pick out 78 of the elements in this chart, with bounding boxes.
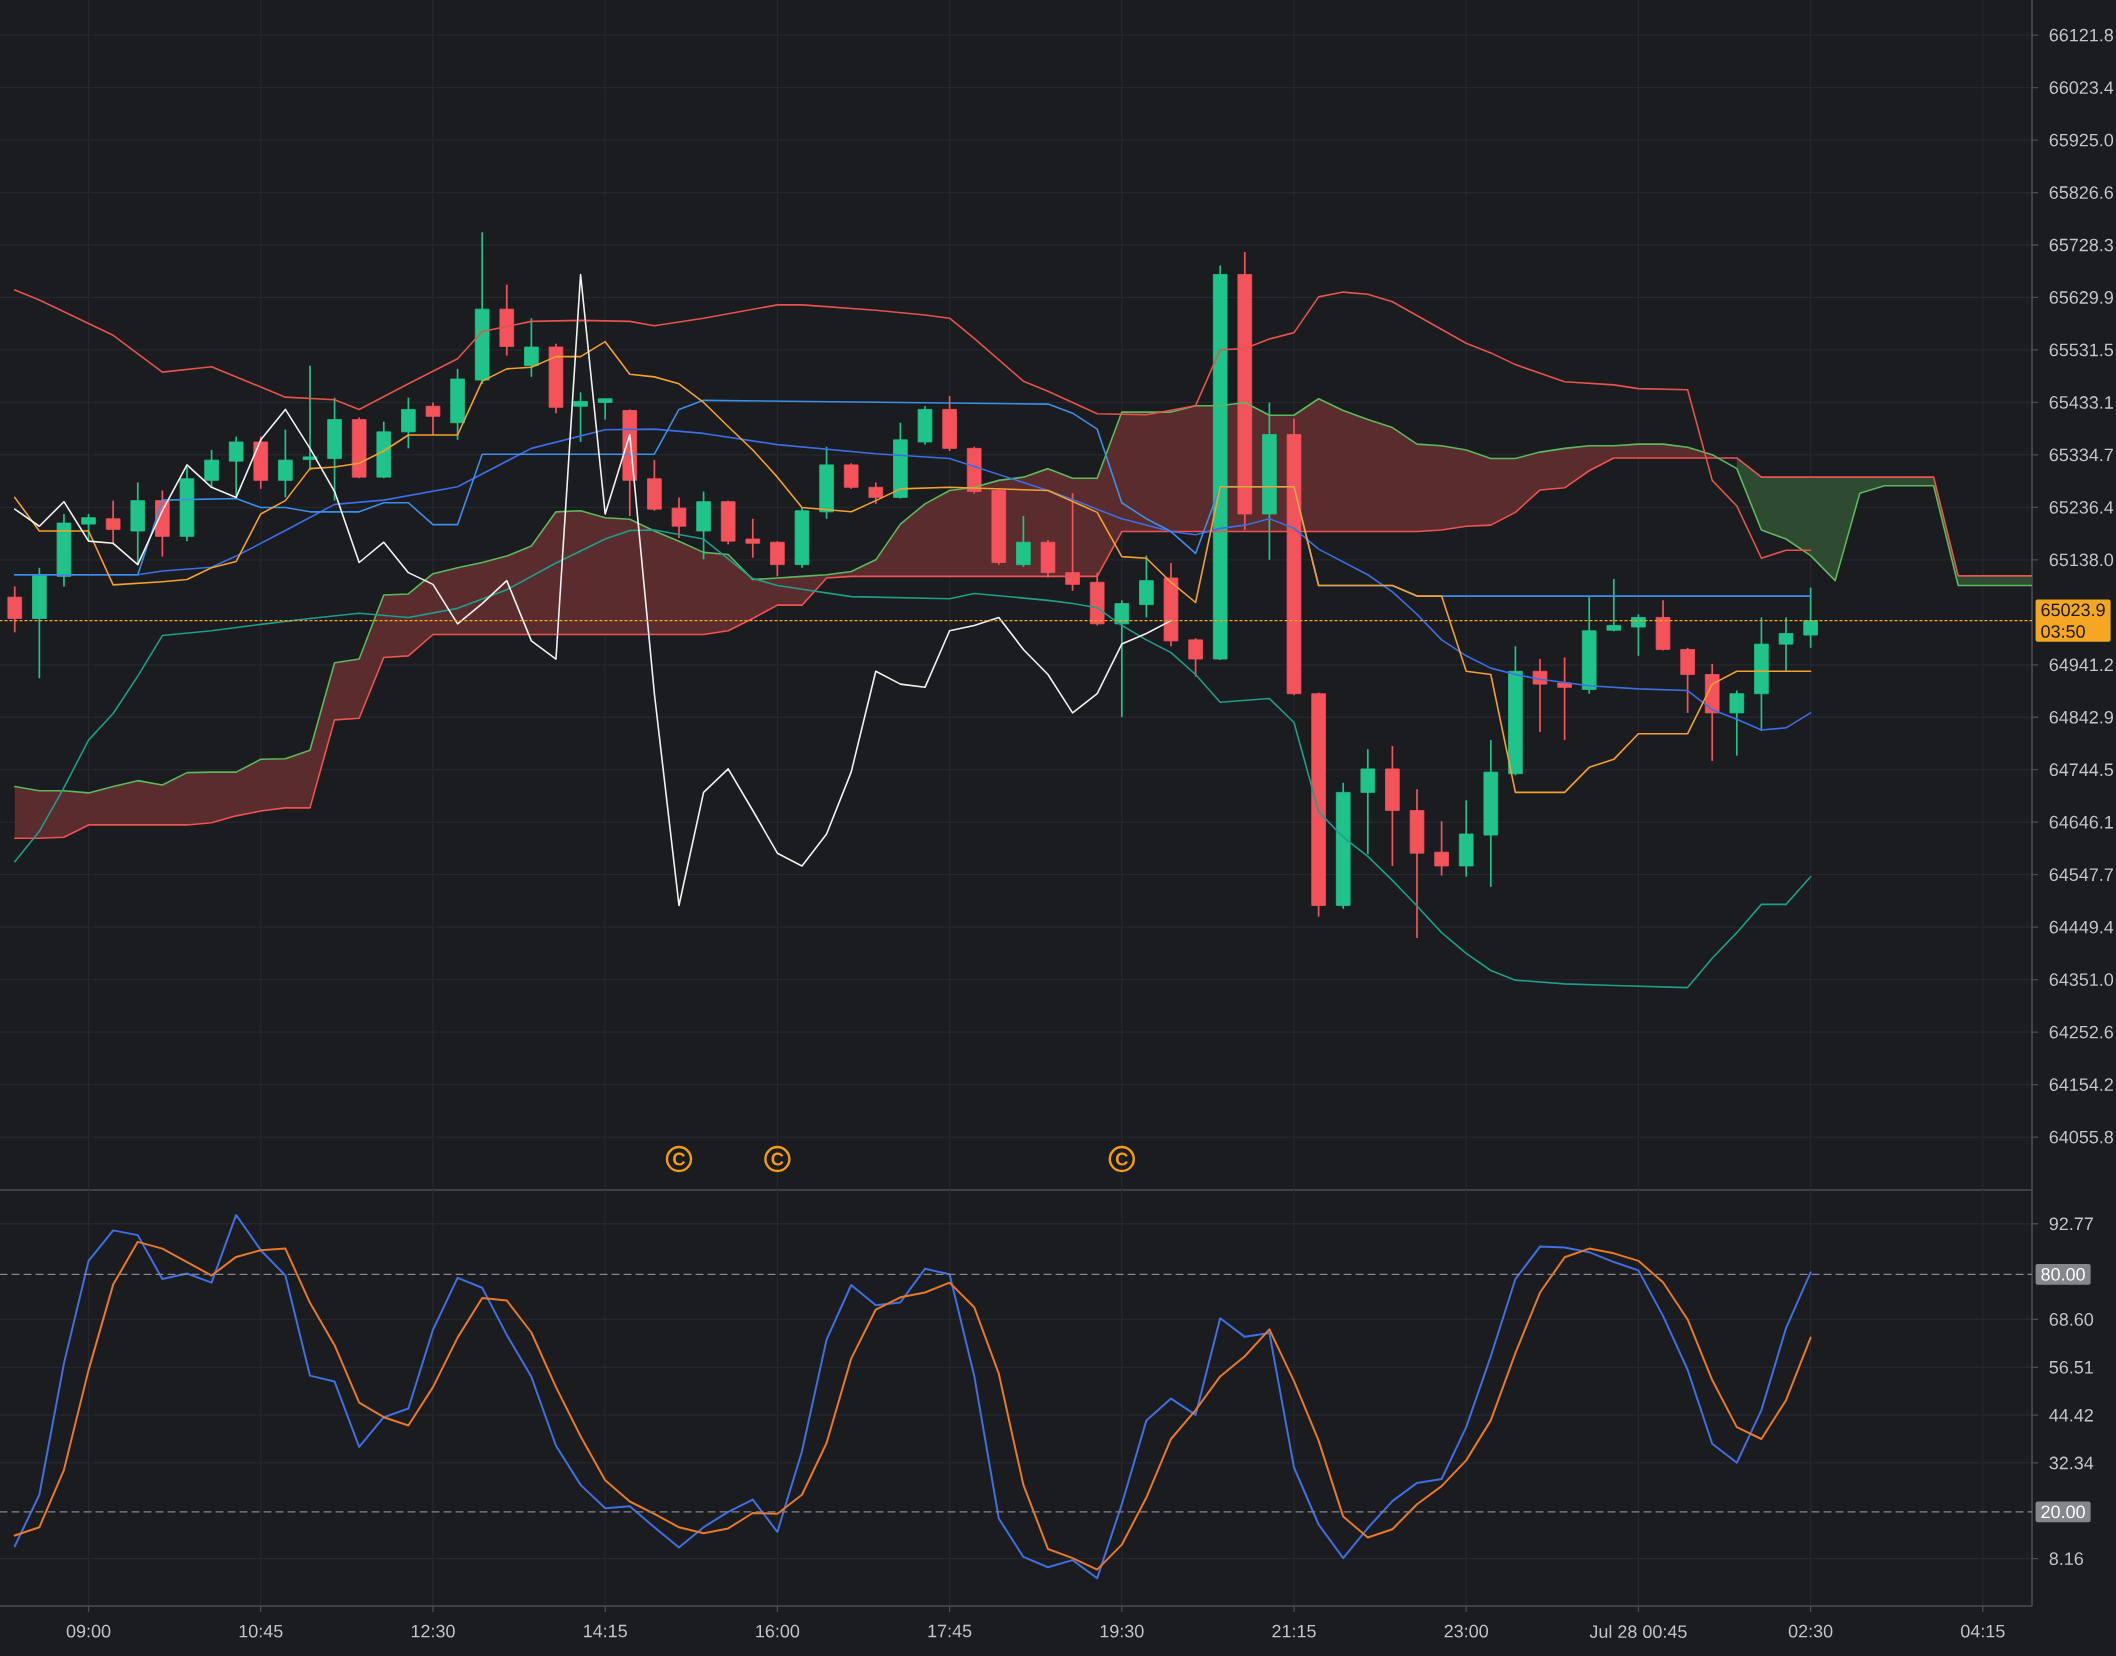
candlestick <box>1532 658 1548 733</box>
y-tick-label: 64351.0 <box>2049 973 2114 986</box>
candlestick <box>7 585 23 634</box>
x-tick-label: 21:15 <box>1272 1624 1316 1638</box>
candlestick <box>401 396 416 450</box>
candlestick <box>868 481 884 505</box>
candlestick <box>1606 578 1622 633</box>
candlestick <box>573 391 588 443</box>
y-tick-label: 8.16 <box>2049 1552 2084 1566</box>
candlestick <box>524 317 539 378</box>
y-tick-label: 65629.9 <box>2049 291 2113 304</box>
x-tick-label: 09:00 <box>66 1624 111 1638</box>
candlestick <box>1114 599 1130 719</box>
candlestick <box>1778 616 1794 673</box>
y-tick-label: 64744.5 <box>2049 763 2114 777</box>
candlestick <box>204 449 219 489</box>
line-series <box>13 273 1172 907</box>
candlestick <box>302 364 318 472</box>
candlestick <box>228 435 244 499</box>
ref-line-label: 20.00 <box>2041 1505 2085 1519</box>
candlestick <box>81 513 96 543</box>
y-tick-label: 65236.4 <box>2049 501 2114 514</box>
y-tick-label: 92.77 <box>2049 1217 2093 1231</box>
candlestick <box>1631 613 1646 657</box>
x-tick-label: 10:45 <box>239 1624 283 1638</box>
y-tick-label: 65531.5 <box>2049 343 2114 357</box>
candlestick <box>105 499 121 546</box>
candlestick <box>1434 820 1449 877</box>
y-tick-label: 32.34 <box>2049 1456 2094 1470</box>
candlestick <box>1729 689 1745 757</box>
y-tick-label: 65138.0 <box>2049 553 2114 567</box>
y-tick-label: 44.42 <box>2049 1408 2093 1422</box>
y-tick-label: 65334.7 <box>2049 448 2113 462</box>
y-tick-label: 64449.4 <box>2049 920 2114 934</box>
candlestick <box>597 397 613 421</box>
annotation: C <box>673 1152 686 1166</box>
candlestick <box>1139 554 1154 619</box>
y-tick-label: 68.60 <box>2049 1313 2094 1326</box>
candlestick <box>1803 586 1818 649</box>
x-tick-label: 12:30 <box>411 1624 455 1638</box>
candlestick <box>1016 515 1031 568</box>
candlestick <box>745 517 761 559</box>
candlestick <box>770 540 785 578</box>
y-tick-label: 56.51 <box>2049 1360 2093 1374</box>
candlestick <box>278 428 293 499</box>
y-tick-label: 64941.2 <box>2049 658 2113 672</box>
candlestick <box>1360 748 1376 856</box>
y-tick-label: 65728.3 <box>2049 238 2114 252</box>
x-tick-label: Jul 28 00:45 <box>1589 1624 1687 1639</box>
ref-line-label: 80.00 <box>2041 1267 2085 1281</box>
x-tick-label: 04:15 <box>1961 1624 2005 1638</box>
x-tick-label: 19:30 <box>1100 1624 1144 1638</box>
y-tick-label: 64842.9 <box>2049 710 2113 724</box>
y-tick-label: 64252.6 <box>2049 1025 2114 1039</box>
annotation: C <box>1115 1152 1128 1166</box>
y-tick-label: 64154.2 <box>2049 1078 2113 1091</box>
candlestick <box>843 462 859 490</box>
x-tick-label: 16:00 <box>756 1624 800 1638</box>
y-tick-label: 64547.7 <box>2049 868 2113 882</box>
y-tick-label: 64646.1 <box>2049 815 2113 829</box>
y-tick-label: 66023.4 <box>2049 81 2114 94</box>
text: 03:50 <box>2041 625 2085 638</box>
y-tick-label: 65826.6 <box>2049 186 2114 199</box>
x-tick-label: 23:00 <box>1444 1624 1488 1638</box>
y-tick-label: 65925.0 <box>2049 133 2114 147</box>
ref-line-label: 65023.9 <box>2041 603 2105 617</box>
y-tick-label: 65433.1 <box>2049 396 2113 409</box>
candlestick <box>1188 637 1203 678</box>
candlestick <box>1065 492 1080 592</box>
x-tick-label: 02:30 <box>1788 1624 1833 1638</box>
y-tick-label: 66121.8 <box>2049 28 2114 42</box>
y-tick-label: 64055.8 <box>2049 1130 2114 1144</box>
candlestick <box>425 401 441 436</box>
x-tick-label: 14:15 <box>584 1624 627 1638</box>
candlestick <box>1557 656 1572 741</box>
candlestick <box>671 496 687 539</box>
x-tick-label: 17:45 <box>928 1624 972 1638</box>
annotation: C <box>771 1152 784 1166</box>
